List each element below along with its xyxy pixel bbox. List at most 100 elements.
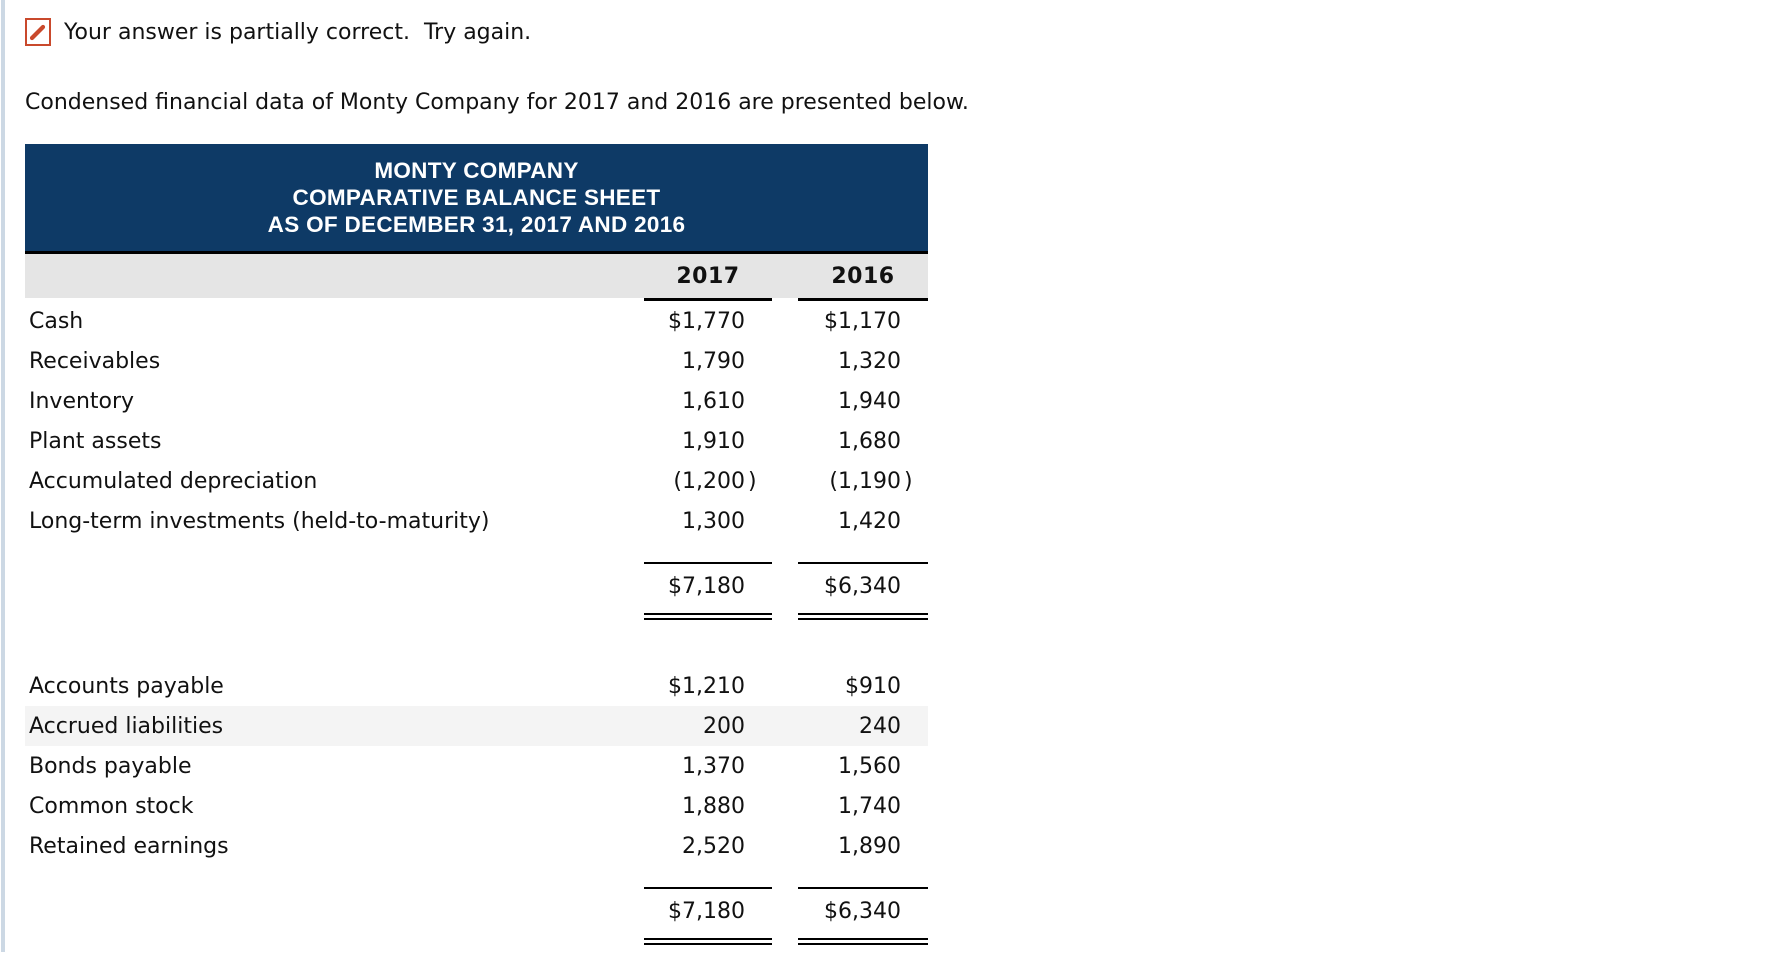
left-panel-divider (1, 0, 5, 952)
amount-value: 1,890 (838, 833, 901, 859)
amount-2017: 2,520 (644, 826, 772, 866)
closing-paren: ) (904, 468, 913, 494)
double-rule-2016 (798, 938, 928, 945)
amount-2016: $1,170 (798, 301, 928, 341)
amount-value: 1,560 (838, 753, 901, 779)
amount-2016: (1,190) (798, 461, 928, 501)
row-label: Bonds payable (29, 753, 192, 779)
table-row: Long-term investments (held-to-maturity)… (25, 501, 928, 541)
row-label: Inventory (29, 388, 135, 414)
double-underline (25, 613, 928, 620)
table-row: Plant assets 1,910 1,680 (25, 421, 928, 461)
balance-sheet-table: MONTY COMPANY COMPARATIVE BALANCE SHEET … (25, 144, 928, 945)
amount-2017: $1,210 (644, 666, 772, 706)
double-rule-2017 (644, 613, 772, 620)
amount-2017: 1,300 (644, 501, 772, 541)
table-row: Retained earnings 2,520 1,890 (25, 826, 928, 866)
amount-value: $7,180 (668, 898, 745, 924)
double-underline (25, 938, 928, 945)
amount-value: 2,520 (682, 833, 745, 859)
row-label: Accounts payable (29, 673, 224, 699)
amount-value: 1,300 (682, 508, 745, 534)
partially-correct-pencil-icon (25, 18, 51, 46)
amount-value: (1,200 (673, 468, 745, 494)
total-row: $7,180 $6,340 (25, 562, 928, 608)
amount-value: $1,210 (668, 673, 745, 699)
amount-value: $910 (845, 673, 901, 699)
row-label: Accrued liabilities (29, 713, 224, 739)
amount-value: 1,940 (838, 388, 901, 414)
total-row: $7,180 $6,340 (25, 887, 928, 933)
amount-2016: 1,740 (798, 786, 928, 826)
column-header-2016: 2016 (831, 263, 895, 289)
row-label: Retained earnings (29, 833, 229, 859)
table-row: Cash $1,770 $1,170 (25, 301, 928, 341)
amount-2016: 1,560 (798, 746, 928, 786)
column-header-2017: 2017 (676, 263, 740, 289)
amount-2017: 1,910 (644, 421, 772, 461)
amount-value: 1,680 (838, 428, 901, 454)
amount-value: 1,320 (838, 348, 901, 374)
row-label: Plant assets (29, 428, 162, 454)
table-title: MONTY COMPANY COMPARATIVE BALANCE SHEET … (25, 144, 928, 251)
amount-value: $6,340 (824, 898, 901, 924)
row-label: Common stock (29, 793, 194, 819)
row-label: Accumulated depreciation (29, 468, 318, 494)
amount-value: (1,190 (829, 468, 901, 494)
amount-value: $1,170 (824, 308, 901, 334)
amount-2017: 1,610 (644, 381, 772, 421)
assets-section: Cash $1,770 $1,170 Receivables 1,790 1,320 Inv… (25, 301, 928, 541)
closing-paren: ) (748, 468, 757, 494)
intro-text: Condensed financial data of Monty Compan… (25, 90, 969, 115)
amount-2017: 1,370 (644, 746, 772, 786)
column-header-row: 2017 2016 (25, 251, 928, 298)
amount-value: 1,790 (682, 348, 745, 374)
row-label: Long-term investments (held-to-maturity) (29, 508, 490, 534)
liabilities-equity-section: Accounts payable $1,210 $910 Accrued liabil… (25, 666, 928, 866)
amount-value: $6,340 (824, 573, 901, 599)
amount-value: 1,880 (682, 793, 745, 819)
column-header-underline (25, 298, 928, 301)
amount-2016: 1,320 (798, 341, 928, 381)
amount-value: 1,420 (838, 508, 901, 534)
table-row: Bonds payable 1,370 1,560 (25, 746, 928, 786)
statement-date: AS OF DECEMBER 31, 2017 AND 2016 (267, 212, 686, 237)
amount-value: 1,910 (682, 428, 745, 454)
table-row: Accumulated depreciation (1,200) (1,190) (25, 461, 928, 501)
feedback-message: Your answer is partially correct. Try ag… (64, 19, 532, 45)
amount-value: 240 (859, 713, 901, 739)
statement-name: COMPARATIVE BALANCE SHEET (292, 185, 661, 210)
amount-2017: 1,790 (644, 341, 772, 381)
amount-2017: 200 (644, 706, 772, 746)
company-name: MONTY COMPANY (374, 158, 579, 183)
total-2016: $6,340 (798, 887, 928, 933)
row-label: Receivables (29, 348, 161, 374)
table-row: Receivables 1,790 1,320 (25, 341, 928, 381)
amount-2016: 240 (798, 706, 928, 746)
underline-2017 (644, 298, 772, 301)
amount-2016: 1,680 (798, 421, 928, 461)
amount-2016: $910 (798, 666, 928, 706)
amount-2017: (1,200) (644, 461, 772, 501)
amount-value: 1,610 (682, 388, 745, 414)
amount-2017: $1,770 (644, 301, 772, 341)
amount-value: $1,770 (668, 308, 745, 334)
amount-value: 1,370 (682, 753, 745, 779)
table-row: Accounts payable $1,210 $910 (25, 666, 928, 706)
amount-2016: 1,890 (798, 826, 928, 866)
amount-value: 200 (703, 713, 745, 739)
total-2017: $7,180 (644, 562, 772, 608)
amount-2016: 1,940 (798, 381, 928, 421)
feedback-banner: Your answer is partially correct. Try ag… (25, 16, 1772, 48)
table-row: Inventory 1,610 1,940 (25, 381, 928, 421)
liabilities-equity-total: $7,180 $6,340 (25, 887, 928, 945)
total-2017: $7,180 (644, 887, 772, 933)
amount-value: $7,180 (668, 573, 745, 599)
double-rule-2017 (644, 938, 772, 945)
table-row: Accrued liabilities 200 240 (25, 706, 928, 746)
row-label: Cash (29, 308, 84, 334)
assets-total: $7,180 $6,340 (25, 562, 928, 620)
total-2016: $6,340 (798, 562, 928, 608)
amount-value: 1,740 (838, 793, 901, 819)
